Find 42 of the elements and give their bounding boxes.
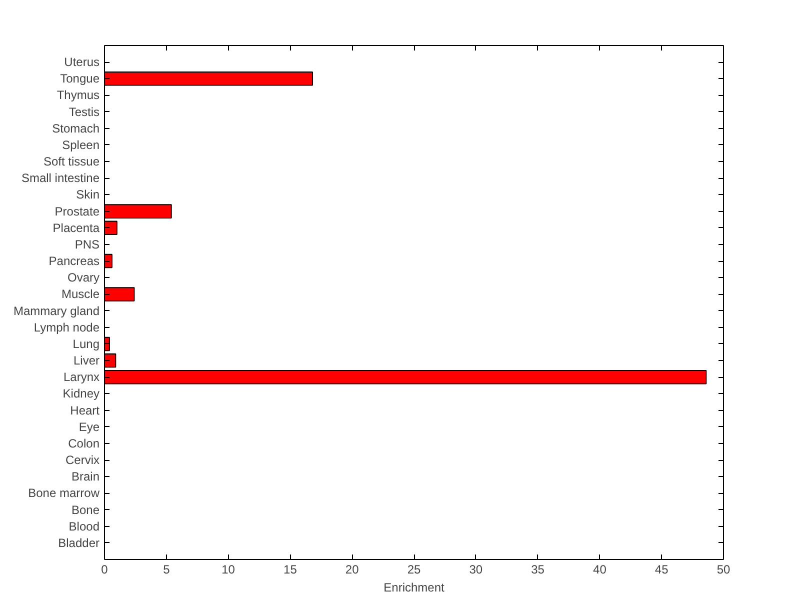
- y-tick-label: Placenta: [52, 220, 100, 235]
- x-tick-label: 20: [345, 562, 360, 576]
- y-tick-label: Cervix: [66, 453, 100, 468]
- x-tick-label: 15: [284, 562, 298, 576]
- y-tick-label: Bone: [71, 502, 100, 517]
- y-tick-label: Blood: [68, 519, 100, 534]
- x-tick-label: 50: [716, 562, 730, 576]
- y-tick-label: Prostate: [54, 204, 100, 218]
- y-tick-label: Heart: [70, 403, 100, 418]
- x-axis-title: Enrichment: [384, 580, 446, 594]
- y-tick-label: Muscle: [61, 287, 100, 302]
- x-tick-label: 35: [531, 562, 545, 576]
- y-tick-label: Skin: [76, 188, 100, 202]
- x-tick-label: 5: [163, 562, 170, 576]
- x-tick-label: 0: [101, 562, 108, 576]
- y-tick-label: Small intestine: [21, 171, 100, 186]
- y-tick-label: Eye: [78, 420, 100, 434]
- y-tick-label: Lung: [72, 336, 100, 351]
- y-tick-label: Testis: [68, 104, 100, 119]
- y-tick-label: Mammary gland: [13, 304, 100, 318]
- y-tick-label: Spleen: [62, 138, 100, 152]
- y-tick-label: Thymus: [56, 88, 100, 102]
- x-tick-label: 30: [469, 562, 483, 576]
- y-tick-label: Brain: [71, 470, 100, 484]
- y-tick-label: Bladder: [58, 536, 100, 550]
- y-tick-label: Tongue: [60, 72, 100, 86]
- y-tick-label: Liver: [73, 354, 100, 368]
- y-tick-label: Uterus: [64, 55, 100, 70]
- y-tick-label: PNS: [74, 237, 100, 252]
- y-tick-label: Colon: [68, 436, 100, 450]
- x-tick-label: 10: [222, 562, 236, 576]
- x-tick-label: 40: [593, 562, 607, 576]
- y-tick-label: Stomach: [52, 121, 100, 136]
- y-tick-label: Lymph node: [34, 320, 100, 334]
- y-tick-label: Larynx: [63, 370, 100, 384]
- y-tick-label: Pancreas: [48, 254, 100, 268]
- x-tick-label: 25: [407, 562, 421, 576]
- y-tick-label: Kidney: [62, 386, 100, 401]
- x-tick-label: 45: [654, 562, 669, 576]
- y-tick-label: Soft tissue: [43, 154, 100, 169]
- y-tick-label: Bone marrow: [28, 486, 100, 500]
- y-tick-label: Ovary: [67, 270, 100, 285]
